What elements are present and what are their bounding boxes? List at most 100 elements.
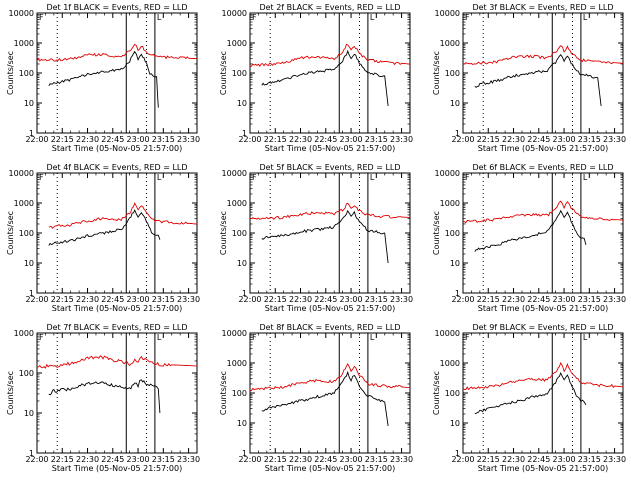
- x-tick-label: 23:00: [340, 295, 363, 304]
- x-tick-label: 23:30: [603, 455, 626, 464]
- marker-flag-label: L: [370, 333, 375, 342]
- y-tick-label: 10000: [9, 169, 34, 178]
- x-tick-label: 23:00: [553, 295, 576, 304]
- y-axis-label: Counts/sec: [219, 371, 228, 415]
- y-tick-label: 1000: [227, 39, 247, 48]
- y-tick-label: 1: [455, 449, 460, 458]
- x-tick-label: 22:45: [314, 455, 337, 464]
- marker-flag-label: L: [583, 173, 588, 182]
- y-tick-label: 1: [242, 289, 247, 298]
- marker-flag-label: L: [370, 173, 375, 182]
- x-tick-label: 22:45: [101, 455, 124, 464]
- marker-flag-label: L: [583, 13, 588, 22]
- x-tick-label: 23:30: [177, 455, 200, 464]
- x-tick-label: 22:00: [451, 455, 474, 464]
- detector-panel: Det 7f BLACK = Events, RED = LLD 1 10 100 10…: [6, 323, 200, 473]
- panel-title: Det 5f BLACK = Events, RED = LLD: [259, 163, 400, 172]
- marker-flag-label: F: [39, 173, 44, 182]
- events-series-line: [474, 209, 587, 252]
- y-tick-label: 1000: [14, 39, 34, 48]
- x-tick-label: 22:30: [289, 135, 312, 144]
- x-tick-label: 22:45: [101, 295, 124, 304]
- detector-panel: Det 3f BLACK = Events, RED = LLD 1 10 100 10…: [432, 3, 626, 153]
- y-tick-label: 100: [445, 69, 460, 78]
- y-tick-label: 10000: [9, 9, 34, 18]
- y-tick-label: 10000: [222, 329, 247, 338]
- x-tick-label: 22:15: [51, 135, 74, 144]
- y-tick-label: 1: [242, 449, 247, 458]
- x-axis-label: Start Time (05-Nov-05 21:57:00): [265, 464, 395, 473]
- x-tick-label: 23:00: [127, 135, 150, 144]
- lld-series-line: [48, 202, 198, 229]
- x-tick-label: 23:00: [553, 455, 576, 464]
- events-series-line: [474, 53, 602, 106]
- y-tick-label: 10000: [222, 9, 247, 18]
- y-axis-label: Counts/sec: [219, 211, 228, 255]
- x-tick-label: 22:30: [289, 295, 312, 304]
- y-axis-label: Counts/sec: [6, 211, 15, 255]
- x-tick-label: 22:45: [314, 135, 337, 144]
- x-tick-label: 22:30: [502, 295, 525, 304]
- x-axis-label: Start Time (05-Nov-05 21:57:00): [265, 144, 395, 153]
- marker-flag-label: L: [370, 13, 375, 22]
- events-series-line: [474, 371, 587, 414]
- y-tick-label: 1: [455, 289, 460, 298]
- x-axis-label: Start Time (05-Nov-05 21:57:00): [52, 144, 182, 153]
- plot-frame: [36, 172, 198, 294]
- x-axis-label: Start Time (05-Nov-05 21:57:00): [52, 464, 182, 473]
- x-tick-label: 23:15: [365, 455, 388, 464]
- x-tick-label: 22:15: [51, 295, 74, 304]
- detector-panel: Det 5f BLACK = Events, RED = LLD 1 10 100 10…: [219, 163, 413, 313]
- x-tick-label: 22:15: [477, 295, 500, 304]
- marker-flag-label: F: [252, 173, 257, 182]
- marker-flag-label: L: [157, 173, 162, 182]
- lld-series-line: [249, 43, 411, 67]
- x-tick-label: 22:30: [289, 455, 312, 464]
- x-tick-label: 23:00: [340, 455, 363, 464]
- marker-flag-label: L: [583, 333, 588, 342]
- x-tick-label: 23:15: [365, 295, 388, 304]
- y-tick-label: 100: [232, 229, 247, 238]
- y-tick-label: 100: [232, 69, 247, 78]
- detector-panel: Det 6f BLACK = Events, RED = LLD 1 10 100 10…: [432, 163, 626, 313]
- y-tick-label: 10: [24, 409, 34, 418]
- lld-series-line: [462, 200, 624, 224]
- marker-flag-label: F: [465, 13, 470, 22]
- panel-title: Det 7f BLACK = Events, RED = LLD: [46, 323, 187, 332]
- events-series-line: [261, 370, 389, 426]
- x-tick-label: 23:30: [390, 455, 413, 464]
- y-axis-label: Counts/sec: [6, 371, 15, 415]
- x-tick-label: 22:45: [527, 295, 550, 304]
- y-tick-label: 100: [19, 229, 34, 238]
- x-axis-label: Start Time (05-Nov-05 21:57:00): [478, 144, 608, 153]
- plot-frame: [462, 12, 624, 134]
- lld-series-line: [36, 43, 198, 62]
- y-tick-label: 1000: [440, 199, 460, 208]
- x-tick-label: 23:15: [578, 295, 601, 304]
- x-tick-label: 23:30: [390, 295, 413, 304]
- y-tick-label: 10: [450, 99, 460, 108]
- x-tick-label: 23:15: [152, 295, 175, 304]
- y-tick-label: 10: [450, 419, 460, 428]
- x-axis-label: Start Time (05-Nov-05 21:57:00): [478, 304, 608, 313]
- panel-title: Det 1f BLACK = Events, RED = LLD: [46, 3, 187, 12]
- y-tick-label: 10: [237, 419, 247, 428]
- detector-panel: Det 2f BLACK = Events, RED = LLD 1 10 100 10…: [219, 3, 413, 153]
- panel-title: Det 6f BLACK = Events, RED = LLD: [472, 163, 613, 172]
- marker-flag-label: F: [39, 333, 44, 342]
- x-tick-label: 23:00: [553, 135, 576, 144]
- x-tick-label: 22:00: [451, 135, 474, 144]
- y-tick-label: 10: [24, 259, 34, 268]
- y-tick-label: 1000: [227, 359, 247, 368]
- panel-title: Det 4f BLACK = Events, RED = LLD: [46, 163, 187, 172]
- x-tick-label: 23:15: [152, 135, 175, 144]
- y-tick-label: 1000: [14, 329, 34, 338]
- x-axis-label: Start Time (05-Nov-05 21:57:00): [52, 304, 182, 313]
- x-tick-label: 22:15: [477, 455, 500, 464]
- events-series-line: [261, 209, 389, 264]
- y-tick-label: 100: [232, 389, 247, 398]
- x-tick-label: 23:00: [127, 295, 150, 304]
- y-tick-label: 10: [24, 99, 34, 108]
- x-tick-label: 23:00: [340, 135, 363, 144]
